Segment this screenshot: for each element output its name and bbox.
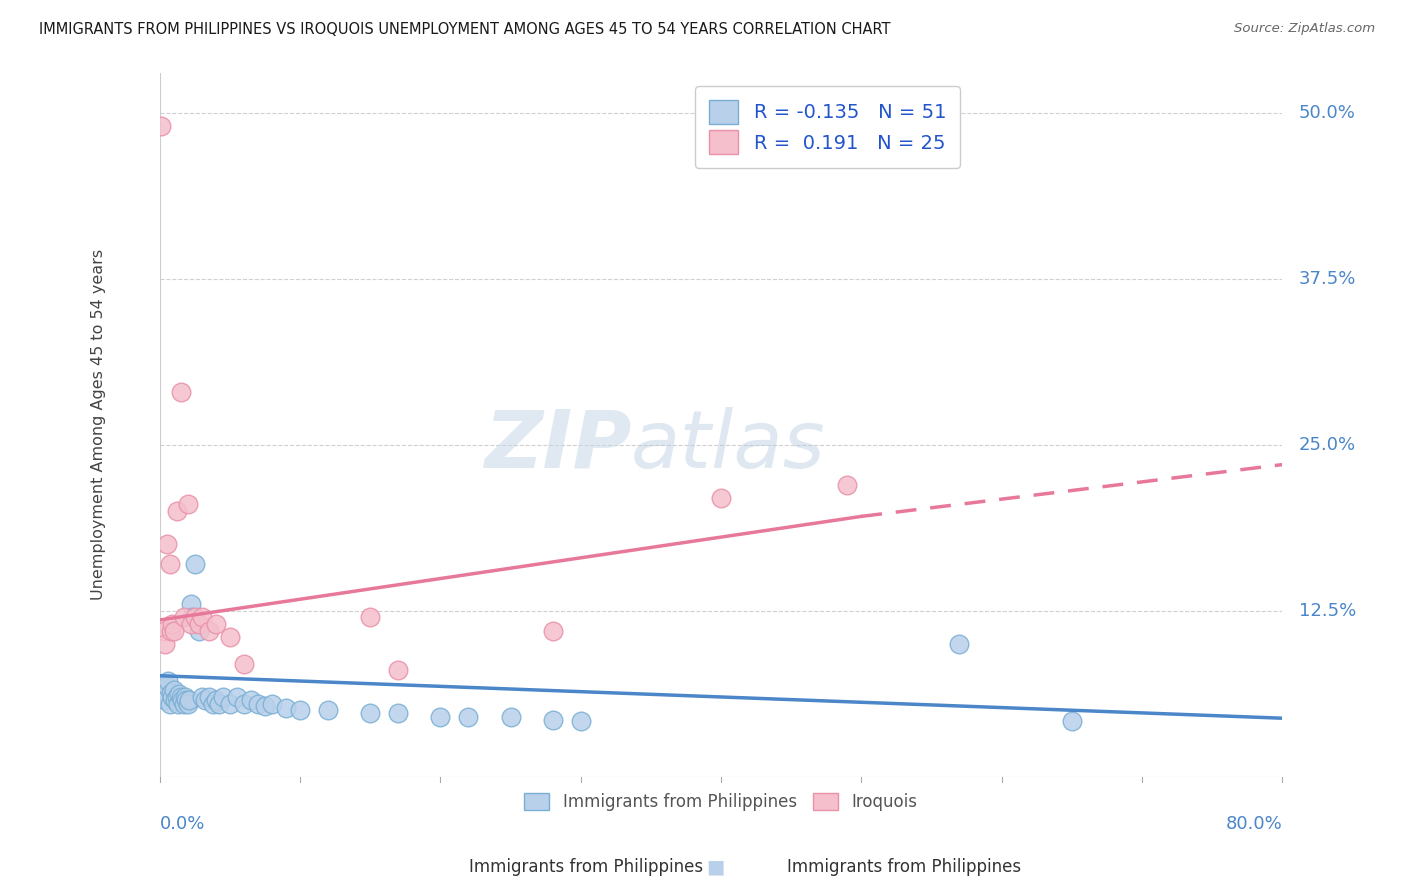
- Point: [232, 697, 254, 711]
- Point: [387, 664, 409, 678]
- Point: [172, 692, 194, 706]
- Point: [162, 616, 184, 631]
- Point: [150, 676, 173, 690]
- Point: [170, 690, 193, 704]
- Point: [198, 624, 221, 638]
- Point: [387, 706, 409, 720]
- Text: 0.0%: 0.0%: [160, 815, 205, 833]
- Point: [165, 692, 187, 706]
- Point: [177, 697, 200, 711]
- Point: [198, 690, 221, 704]
- Text: 25.0%: 25.0%: [1299, 435, 1357, 454]
- Text: 50.0%: 50.0%: [1299, 103, 1355, 122]
- Point: [166, 504, 188, 518]
- Text: Unemployment Among Ages 45 to 54 years: Unemployment Among Ages 45 to 54 years: [90, 249, 105, 600]
- Point: [150, 119, 173, 133]
- Point: [170, 384, 193, 399]
- Point: [212, 690, 235, 704]
- Point: [177, 498, 200, 512]
- Point: [253, 699, 276, 714]
- Text: IMMIGRANTS FROM PHILIPPINES VS IROQUOIS UNEMPLOYMENT AMONG AGES 45 TO 54 YEARS C: IMMIGRANTS FROM PHILIPPINES VS IROQUOIS …: [39, 22, 891, 37]
- Point: [274, 700, 297, 714]
- Point: [232, 657, 254, 671]
- Point: [239, 692, 262, 706]
- Point: [219, 697, 242, 711]
- Point: [194, 692, 217, 706]
- Point: [457, 710, 479, 724]
- Point: [160, 686, 183, 700]
- Point: [541, 713, 564, 727]
- Point: [191, 690, 214, 704]
- Point: [316, 703, 339, 717]
- Text: atlas: atlas: [631, 407, 825, 485]
- Point: [837, 477, 859, 491]
- Point: [181, 610, 204, 624]
- Point: [359, 610, 381, 624]
- Point: [169, 687, 191, 701]
- Text: Immigrants from Philippines: Immigrants from Philippines: [787, 858, 1022, 876]
- Text: 80.0%: 80.0%: [1226, 815, 1282, 833]
- Point: [153, 624, 176, 638]
- Point: [155, 637, 177, 651]
- Point: [159, 697, 181, 711]
- Point: [156, 679, 179, 693]
- Point: [246, 697, 269, 711]
- Point: [208, 697, 231, 711]
- Point: [167, 697, 190, 711]
- Point: [260, 697, 283, 711]
- Point: [359, 706, 381, 720]
- Point: [163, 683, 186, 698]
- Text: Immigrants from Philippines: Immigrants from Philippines: [468, 858, 703, 876]
- Point: [163, 624, 186, 638]
- Point: [162, 690, 184, 704]
- Point: [541, 624, 564, 638]
- Point: [188, 624, 211, 638]
- Point: [180, 597, 202, 611]
- Text: ■: ■: [706, 857, 724, 877]
- Text: 37.5%: 37.5%: [1299, 269, 1357, 288]
- Point: [205, 692, 228, 706]
- Point: [153, 690, 176, 704]
- Point: [152, 683, 174, 698]
- Text: ZIP: ZIP: [484, 407, 631, 485]
- Point: [166, 690, 188, 704]
- Point: [191, 610, 214, 624]
- Point: [179, 692, 201, 706]
- Text: Source: ZipAtlas.com: Source: ZipAtlas.com: [1234, 22, 1375, 36]
- Point: [429, 710, 451, 724]
- Point: [157, 673, 180, 688]
- Point: [155, 692, 177, 706]
- Point: [288, 703, 311, 717]
- Point: [226, 690, 249, 704]
- Text: 12.5%: 12.5%: [1299, 602, 1357, 620]
- Point: [156, 537, 179, 551]
- Point: [184, 610, 207, 624]
- Point: [710, 491, 733, 505]
- Point: [499, 710, 522, 724]
- Point: [159, 558, 181, 572]
- Point: [1060, 714, 1083, 728]
- Point: [180, 616, 202, 631]
- Point: [160, 624, 183, 638]
- Point: [569, 714, 592, 728]
- Point: [174, 690, 197, 704]
- Point: [219, 630, 242, 644]
- Point: [202, 697, 225, 711]
- Point: [205, 616, 228, 631]
- Legend: Immigrants from Philippines, Iroquois: Immigrants from Philippines, Iroquois: [517, 786, 924, 818]
- Point: [188, 616, 211, 631]
- Point: [184, 558, 207, 572]
- Point: [176, 692, 198, 706]
- Point: [948, 637, 970, 651]
- Point: [173, 610, 195, 624]
- Point: [173, 697, 195, 711]
